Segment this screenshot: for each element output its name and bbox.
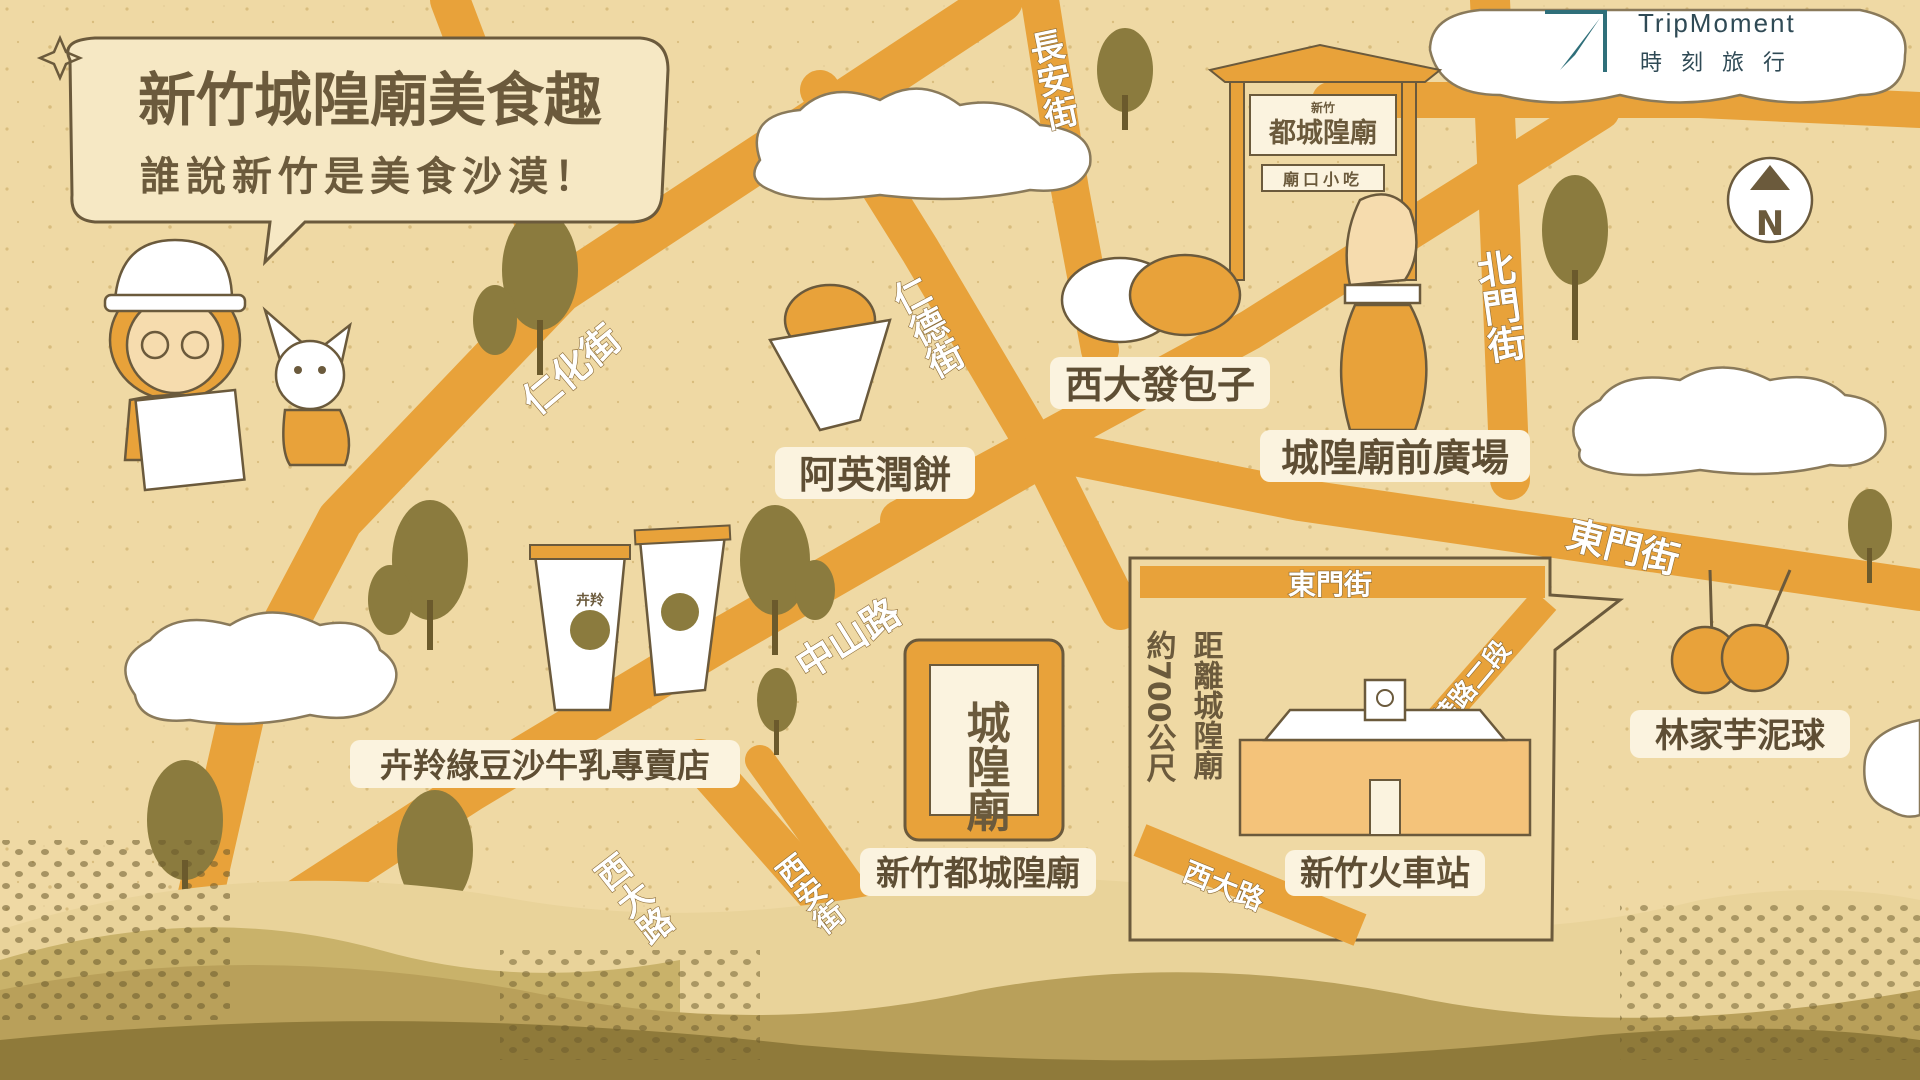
place-label-runbing: 阿英潤餅 bbox=[799, 453, 951, 497]
dog-character bbox=[262, 306, 352, 467]
cup-brand-label: 卉羚 bbox=[576, 592, 605, 609]
cloud bbox=[1572, 366, 1887, 477]
road-east bbox=[1029, 429, 1920, 611]
train-station-icon bbox=[1238, 678, 1532, 837]
place-label-temple: 新竹都城隍廟 bbox=[876, 854, 1080, 894]
place-label-station: 新竹火車站 bbox=[1300, 854, 1470, 894]
tree bbox=[1848, 489, 1892, 583]
gate-sign-label: 廟口小吃 bbox=[1283, 170, 1363, 189]
cloud bbox=[1863, 718, 1920, 818]
station-inset: 東門街 中華路二段 西大路 約700公尺 距離城隍廟 bbox=[1128, 556, 1625, 946]
cloud bbox=[124, 611, 398, 726]
cloud bbox=[1428, 8, 1907, 104]
title-sub: 誰說新竹是美食沙漠！ bbox=[140, 154, 600, 200]
brand-name-zh: 時 刻 旅 行 bbox=[1640, 51, 1791, 76]
place-label-taro: 林家芋泥球 bbox=[1655, 716, 1826, 756]
distance-note-col2: 距離城隍廟 bbox=[1188, 630, 1224, 781]
gate-small-label: 新竹 bbox=[1311, 100, 1335, 115]
baozi-icon bbox=[1060, 253, 1242, 344]
place-label-plaza: 城隍廟前廣場 bbox=[1281, 436, 1509, 480]
milk-cups-icon: 卉羚 bbox=[529, 524, 732, 712]
place-labels: 西大發包子 阿英潤餅 城隍廟前廣場 卉羚綠豆沙牛乳專賣店 新竹都城隍廟 林家芋泥… bbox=[350, 357, 1850, 896]
title-main: 新竹城隍廟美食趣 bbox=[138, 66, 602, 134]
north-compass: N bbox=[1726, 156, 1814, 244]
road-renhua bbox=[172, 0, 1023, 943]
tree bbox=[1542, 175, 1608, 340]
road-xian bbox=[745, 745, 875, 915]
temple-plaque-icon: 城隍廟 bbox=[903, 638, 1065, 842]
gate-big-label: 都城隍廟 bbox=[1268, 117, 1377, 149]
cloud bbox=[753, 87, 1092, 201]
distance-note-col1: 約700公尺 bbox=[1141, 630, 1177, 784]
compass-icon bbox=[1545, 10, 1607, 72]
place-label-baozi: 西大發包子 bbox=[1065, 363, 1255, 407]
brand-name-en: TripMoment bbox=[1638, 8, 1796, 38]
north-arrow-icon bbox=[1750, 165, 1790, 190]
tree bbox=[473, 210, 578, 375]
brand-logo: TripMoment 時 刻 旅 行 bbox=[1545, 8, 1796, 76]
taro-balls-icon bbox=[1670, 569, 1792, 695]
runbing-icon bbox=[768, 283, 892, 432]
place-label-milk: 卉羚綠豆沙牛乳專賣店 bbox=[380, 746, 710, 785]
tree bbox=[757, 668, 797, 755]
sparkle-icon bbox=[36, 34, 84, 82]
tree bbox=[740, 505, 835, 655]
road-zhongshan bbox=[278, 428, 1072, 922]
stone-lion-icon bbox=[1339, 193, 1428, 432]
inset-road-dongmen: 東門街 bbox=[1288, 568, 1372, 601]
girl-character bbox=[103, 238, 247, 492]
tree bbox=[368, 500, 468, 650]
clouds bbox=[124, 8, 1920, 818]
title-bubble: 新竹城隍廟美食趣 誰說新竹是美食沙漠！ bbox=[36, 34, 670, 267]
temple-plaque-label: 城隍廟 bbox=[959, 700, 1011, 833]
tree bbox=[1097, 28, 1153, 130]
north-label: N bbox=[1756, 204, 1784, 244]
